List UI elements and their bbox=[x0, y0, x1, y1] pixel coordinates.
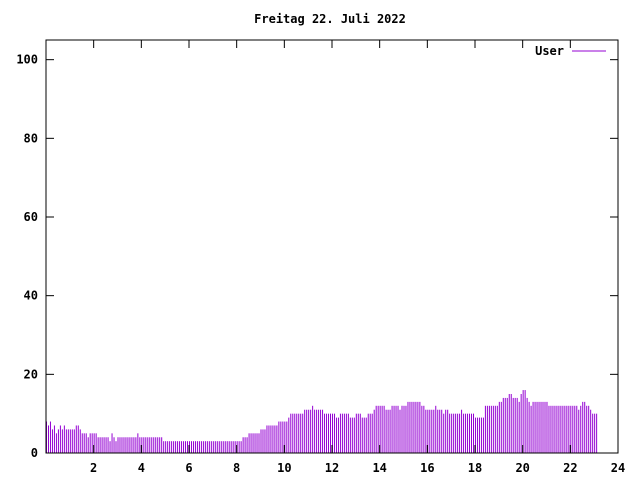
x-tick-label: 8 bbox=[233, 461, 240, 475]
y-tick-label: 20 bbox=[24, 367, 38, 381]
x-tick-label: 18 bbox=[468, 461, 482, 475]
y-tick-label: 100 bbox=[16, 53, 38, 67]
bars-group bbox=[46, 390, 598, 453]
x-tick-label: 16 bbox=[420, 461, 434, 475]
x-tick-label: 22 bbox=[563, 461, 577, 475]
x-tick-label: 6 bbox=[185, 461, 192, 475]
x-tick-label: 14 bbox=[372, 461, 386, 475]
plot-frame bbox=[45, 39, 619, 454]
y-tick-label: 40 bbox=[24, 289, 38, 303]
chart-title: Freitag 22. Juli 2022 bbox=[254, 12, 406, 26]
y-axis: 0 20 40 60 80 100 bbox=[16, 53, 618, 460]
x-tick-label: 12 bbox=[325, 461, 339, 475]
x-tick-label: 2 bbox=[90, 461, 97, 475]
x-axis: 2 4 6 8 10 12 14 16 18 20 22 24 bbox=[90, 40, 625, 475]
y-tick-label: 60 bbox=[24, 210, 38, 224]
legend-label: User bbox=[535, 44, 564, 58]
x-tick-label: 20 bbox=[515, 461, 529, 475]
legend: User bbox=[535, 44, 606, 58]
y-tick-label: 0 bbox=[31, 446, 38, 460]
x-tick-label: 4 bbox=[138, 461, 145, 475]
y-tick-label: 80 bbox=[24, 131, 38, 145]
x-tick-label: 24 bbox=[611, 461, 625, 475]
x-tick-label: 10 bbox=[277, 461, 291, 475]
